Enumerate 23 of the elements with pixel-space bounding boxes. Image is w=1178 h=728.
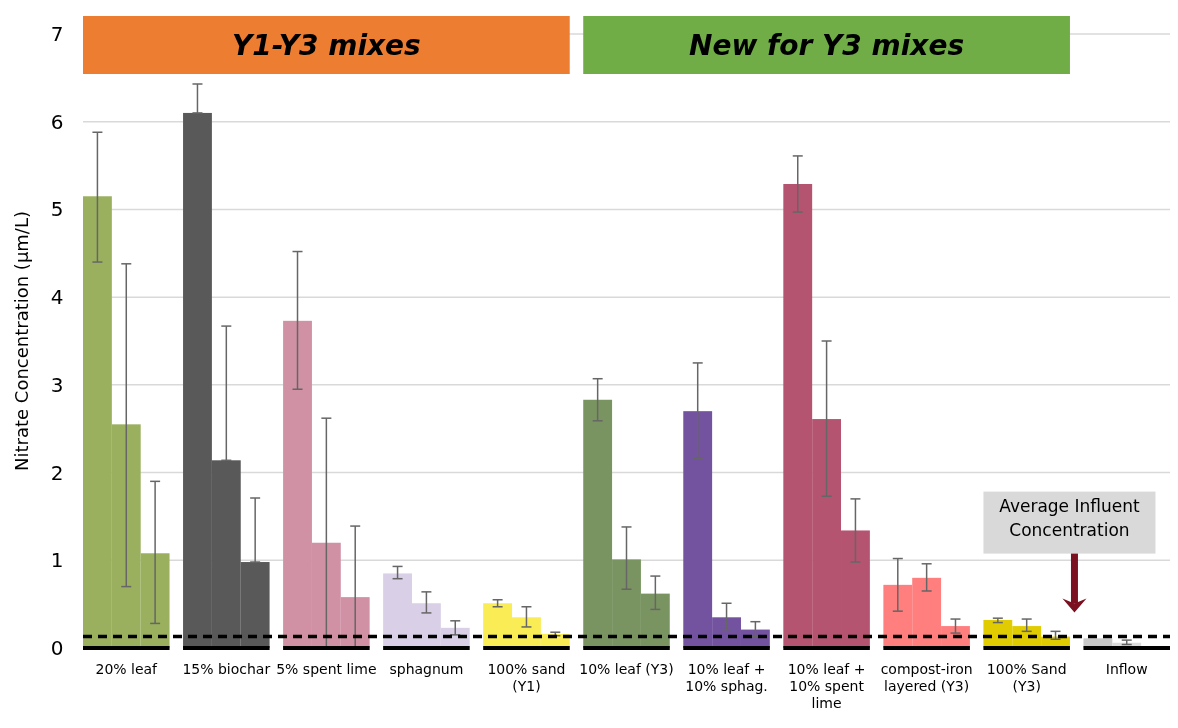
y-tick-label: 0	[50, 636, 64, 660]
ref-line-label: Average Influent Concentration	[999, 495, 1140, 540]
x-tick-label: Inflow	[1105, 661, 1148, 677]
x-tick-label: 10% leaf + 10% sphag.	[685, 661, 768, 694]
y-tick-label: 3	[50, 372, 64, 397]
band-label: New for Y3 mixes	[689, 28, 965, 62]
x-tick-label: 10% leaf + 10% spent lime	[787, 661, 866, 711]
x-tick-label: 5% spent lime	[276, 661, 377, 677]
x-tick-label: sphagnum	[389, 661, 464, 677]
x-tick-label: 10% leaf (Y3)	[579, 661, 674, 677]
y-tick-label: 6	[50, 109, 64, 134]
y-tick-label: 4	[50, 285, 64, 310]
y-axis-title: Nitrate Concentration (µm/L)	[11, 211, 32, 471]
y-tick-label: 7	[50, 22, 64, 46]
y-tick-label: 1	[50, 548, 64, 573]
y-tick-label: 2	[50, 460, 64, 485]
x-tick-label: 100% Sand (Y3)	[986, 661, 1067, 694]
x-tick-label: compost-iron layered (Y3)	[880, 661, 973, 694]
x-tick-label: 15% biochar	[182, 661, 271, 677]
y-tick-label: 5	[50, 197, 64, 222]
band-label: Y1-Y3 mixes	[231, 28, 421, 62]
x-tick-label: 20% leaf	[95, 661, 159, 677]
x-tick-label: 100% sand (Y1)	[487, 661, 566, 694]
